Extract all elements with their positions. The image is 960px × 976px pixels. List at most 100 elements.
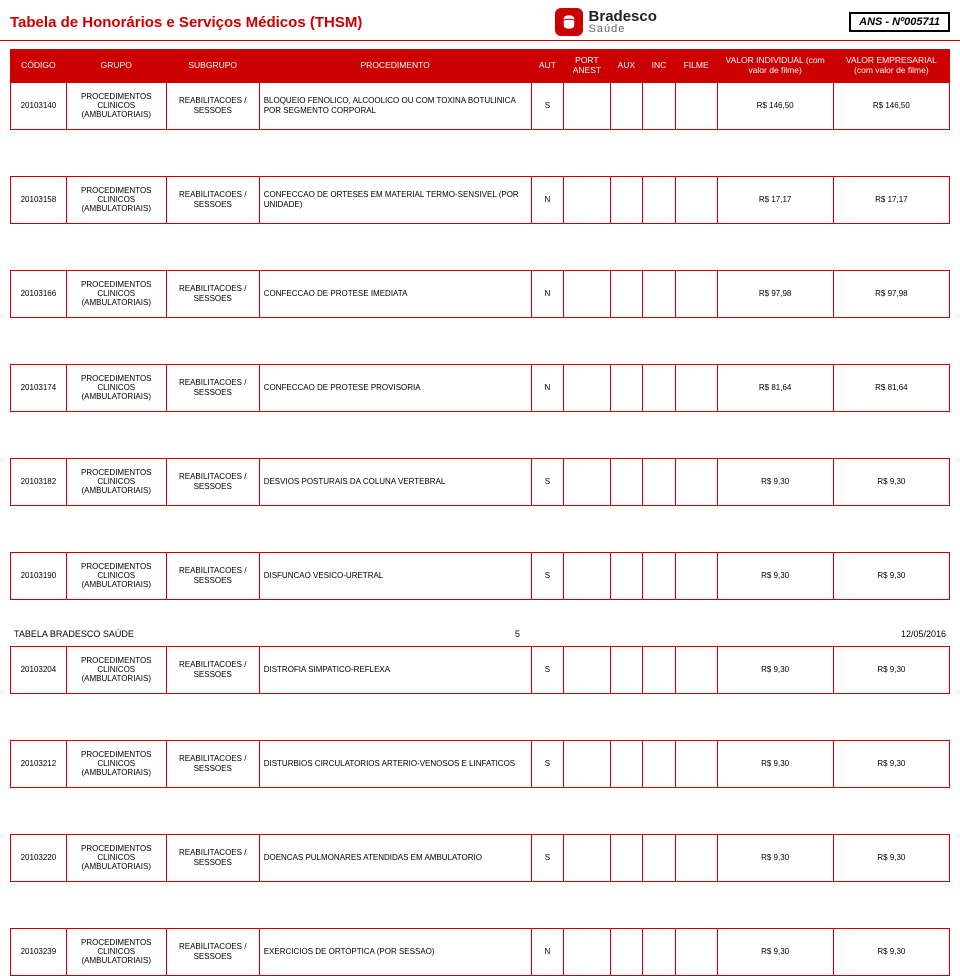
cell-grupo: PROCEDIMENTOS CLINICOS (AMBULATORIAIS): [66, 82, 166, 129]
col-header: FILME: [675, 50, 717, 83]
cell-port_anest: [564, 82, 610, 129]
cell-aut: S: [531, 646, 564, 693]
table-row: 20103174PROCEDIMENTOS CLINICOS (AMBULATO…: [11, 364, 950, 411]
cell-valor_emp: R$ 9,30: [833, 740, 949, 787]
cell-valor_emp: R$ 9,30: [833, 834, 949, 881]
cell-valor_ind: R$ 9,30: [717, 458, 833, 505]
brand-subname: Saúde: [589, 24, 657, 35]
cell-aut: S: [531, 552, 564, 599]
cell-aux: [610, 82, 643, 129]
cell-codigo: 20103158: [11, 176, 67, 223]
cell-valor_ind: R$ 17,17: [717, 176, 833, 223]
cell-procedimento: EXERCICIOS DE ORTOPTICA (POR SESSAO): [259, 928, 531, 975]
cell-filme: [675, 364, 717, 411]
cell-filme: [675, 82, 717, 129]
cell-codigo: 20103182: [11, 458, 67, 505]
cell-filme: [675, 646, 717, 693]
page-footer: TABELA BRADESCO SAÚDE 5 12/05/2016: [0, 629, 960, 639]
cell-aux: [610, 364, 643, 411]
table-row: 20103220PROCEDIMENTOS CLINICOS (AMBULATO…: [11, 834, 950, 881]
cell-subgrupo: REABILITACOES / SESSOES: [166, 928, 259, 975]
cell-aux: [610, 740, 643, 787]
cell-procedimento: BLOQUEIO FENOLICO, ALCOOLICO OU COM TOXI…: [259, 82, 531, 129]
cell-aux: [610, 646, 643, 693]
cell-valor_emp: R$ 146,50: [833, 82, 949, 129]
cell-aut: S: [531, 458, 564, 505]
cell-aut: N: [531, 928, 564, 975]
cell-port_anest: [564, 458, 610, 505]
row-spacer: [11, 317, 950, 364]
brand-name: Bradesco: [589, 9, 657, 24]
cell-subgrupo: REABILITACOES / SESSOES: [166, 552, 259, 599]
cell-procedimento: DISTROFIA SIMPATICO-REFLEXA: [259, 646, 531, 693]
cell-port_anest: [564, 176, 610, 223]
cell-port_anest: [564, 364, 610, 411]
cell-grupo: PROCEDIMENTOS CLINICOS (AMBULATORIAIS): [66, 646, 166, 693]
table-row: 20103212PROCEDIMENTOS CLINICOS (AMBULATO…: [11, 740, 950, 787]
cell-inc: [643, 740, 676, 787]
cell-grupo: PROCEDIMENTOS CLINICOS (AMBULATORIAIS): [66, 834, 166, 881]
cell-codigo: 20103239: [11, 928, 67, 975]
cell-filme: [675, 176, 717, 223]
cell-port_anest: [564, 270, 610, 317]
cell-procedimento: DESVIOS POSTURAIS DA COLUNA VERTEBRAL: [259, 458, 531, 505]
cell-filme: [675, 552, 717, 599]
col-header: PORT ANEST: [564, 50, 610, 83]
cell-aut: S: [531, 834, 564, 881]
cell-port_anest: [564, 834, 610, 881]
cell-codigo: 20103166: [11, 270, 67, 317]
cell-aut: S: [531, 740, 564, 787]
cell-procedimento: DISTURBIOS CIRCULATORIOS ARTERIO-VENOSOS…: [259, 740, 531, 787]
col-header: AUX: [610, 50, 643, 83]
cell-codigo: 20103140: [11, 82, 67, 129]
cell-aut: N: [531, 176, 564, 223]
cell-subgrupo: REABILITACOES / SESSOES: [166, 458, 259, 505]
cell-filme: [675, 834, 717, 881]
cell-valor_emp: R$ 97,98: [833, 270, 949, 317]
cell-procedimento: CONFECCAO DE PROTESE IMEDIATA: [259, 270, 531, 317]
col-header: INC: [643, 50, 676, 83]
row-spacer: [11, 693, 950, 740]
cell-valor_emp: R$ 9,30: [833, 646, 949, 693]
table-header: CÓDIGO GRUPO SUBGRUPO PROCEDIMENTO AUT P…: [11, 50, 950, 83]
cell-codigo: 20103212: [11, 740, 67, 787]
cell-valor_emp: R$ 17,17: [833, 176, 949, 223]
cell-codigo: 20103174: [11, 364, 67, 411]
cell-subgrupo: REABILITACOES / SESSOES: [166, 82, 259, 129]
cell-subgrupo: REABILITACOES / SESSOES: [166, 176, 259, 223]
cell-procedimento: CONFECCAO DE PROTESE PROVISORIA: [259, 364, 531, 411]
cell-port_anest: [564, 740, 610, 787]
fees-table: CÓDIGO GRUPO SUBGRUPO PROCEDIMENTO AUT P…: [10, 49, 950, 976]
col-header: VALOR EMPRESARIAL (com valor de filme): [833, 50, 949, 83]
cell-inc: [643, 928, 676, 975]
cell-valor_ind: R$ 97,98: [717, 270, 833, 317]
footer-date: 12/05/2016: [901, 629, 946, 639]
cell-procedimento: DISFUNCAO VESICO-URETRAL: [259, 552, 531, 599]
cell-grupo: PROCEDIMENTOS CLINICOS (AMBULATORIAIS): [66, 364, 166, 411]
cell-aut: S: [531, 82, 564, 129]
ans-badge: ANS - Nº005711: [849, 12, 950, 32]
col-header: GRUPO: [66, 50, 166, 83]
cell-subgrupo: REABILITACOES / SESSOES: [166, 364, 259, 411]
cell-filme: [675, 270, 717, 317]
cell-valor_ind: R$ 9,30: [717, 834, 833, 881]
table-row: 20103166PROCEDIMENTOS CLINICOS (AMBULATO…: [11, 270, 950, 317]
cell-valor_emp: R$ 9,30: [833, 928, 949, 975]
cell-subgrupo: REABILITACOES / SESSOES: [166, 740, 259, 787]
cell-valor_ind: R$ 9,30: [717, 552, 833, 599]
cell-valor_emp: R$ 9,30: [833, 552, 949, 599]
cell-procedimento: DOENCAS PULMONARES ATENDIDAS EM AMBULATO…: [259, 834, 531, 881]
cell-aux: [610, 458, 643, 505]
cell-aux: [610, 928, 643, 975]
cell-grupo: PROCEDIMENTOS CLINICOS (AMBULATORIAIS): [66, 928, 166, 975]
page-header: Tabela de Honorários e Serviços Médicos …: [0, 0, 960, 41]
col-header: AUT: [531, 50, 564, 83]
cell-procedimento: CONFECCAO DE ORTESES EM MATERIAL TERMO-S…: [259, 176, 531, 223]
cell-grupo: PROCEDIMENTOS CLINICOS (AMBULATORIAIS): [66, 552, 166, 599]
cell-inc: [643, 176, 676, 223]
cell-subgrupo: REABILITACOES / SESSOES: [166, 270, 259, 317]
bradesco-logo-icon: [555, 8, 583, 36]
cell-aux: [610, 176, 643, 223]
row-spacer: [11, 505, 950, 552]
cell-inc: [643, 646, 676, 693]
